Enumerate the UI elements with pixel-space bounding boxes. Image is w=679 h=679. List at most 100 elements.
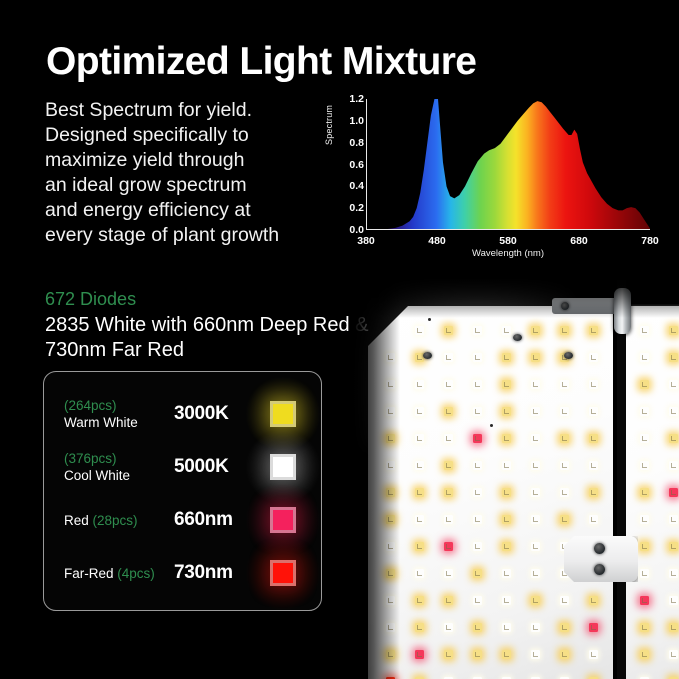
led-diode [531,623,540,632]
chart-y-tick: 1.0 [349,114,364,127]
board-marking-dot [428,318,431,321]
chart-plot-frame [366,99,650,230]
led-diode [669,434,678,443]
led-diode [502,515,511,524]
led-diode [560,488,569,497]
legend-row-name: Far-Red [64,565,114,581]
led-diode [502,434,511,443]
led-diode [589,650,598,659]
led-diode [669,623,678,632]
chart-x-tick: 580 [499,235,517,247]
led-diode [531,650,540,659]
sensor-screw-icon [564,352,573,359]
chart-y-tick: 0.4 [349,180,364,193]
led-diode [502,623,511,632]
led-diode [444,461,453,470]
led-diode [415,650,424,659]
chart-y-tick: 0.8 [349,136,364,149]
led-diode [444,650,453,659]
led-diode [444,326,453,335]
body-copy-line: Designed specifically to [45,124,249,146]
led-diode [560,434,569,443]
board-seam [617,278,626,679]
led-diode [473,461,482,470]
led-diode [415,407,424,416]
led-diode [502,542,511,551]
led-diode [473,569,482,578]
led-diode [669,488,678,497]
led-diode [669,569,678,578]
led-diode [531,542,540,551]
led-diode [415,488,424,497]
led-diode [502,326,511,335]
body-copy-line: an ideal grow spectrum [45,174,247,196]
led-diode [531,488,540,497]
led-diode [473,515,482,524]
legend-row-pcs: (376pcs) [64,451,117,466]
chart-y-tick: 0.6 [349,158,364,171]
legend-row-name: Warm White [64,415,138,430]
legend-row-label: (376pcs) Cool White [64,450,174,484]
led-diode [531,380,540,389]
legend-row: Red (28pcs) 660nm [44,481,322,559]
led-diode [589,623,598,632]
diode-description-line: 2835 White with 660nm Deep Red & [45,314,369,336]
chart-x-tick: 380 [357,235,375,247]
led-diode [386,542,395,551]
legend-row: (376pcs) Cool White 5000K [44,428,322,506]
legend-row-label: (264pcs) Warm White [64,397,174,431]
led-diode [531,434,540,443]
legend-row-name: Red [64,512,89,528]
led-diode [473,488,482,497]
led-diode [560,650,569,659]
led-diode [386,515,395,524]
led-diode [589,380,598,389]
led-diode [473,407,482,416]
led-diode [669,353,678,362]
led-diode [386,596,395,605]
legend-row-pcs: (264pcs) [64,398,117,413]
led-diode [640,461,649,470]
led-diode [386,488,395,497]
legend-row-value: 660nm [174,509,233,530]
led-diode [640,542,649,551]
legend-row-value: 730nm [174,562,233,583]
diode-count-label: 672 Diodes [45,289,137,309]
chart-x-ticks: 380 480 580 680 780 [357,235,659,249]
diode-description: 2835 White with 660nm Deep Red & 730nm F… [45,313,395,363]
led-diode [640,380,649,389]
legend-row-pcs: (4pcs) [117,565,155,581]
led-diode [560,326,569,335]
chart-x-tick: 480 [428,235,446,247]
led-diode [589,434,598,443]
led-diode [640,353,649,362]
led-diode [473,542,482,551]
diode-description-line: 730nm Far Red [45,339,184,361]
led-diode [669,542,678,551]
body-copy-line: every stage of plant growth [45,224,280,246]
chart-y-ticks: 0.0 0.2 0.4 0.6 0.8 1.0 1.2 [334,93,364,236]
screw-icon [594,543,605,554]
chart-x-tick: 780 [641,235,659,247]
legend-color-swatch [270,401,296,427]
led-diode [589,461,598,470]
led-diode [669,407,678,416]
sensor-screw-icon [513,334,522,341]
page-title: Optimized Light Mixture [46,40,477,83]
led-diode [502,488,511,497]
led-diode [640,326,649,335]
body-copy-line: maximize yield through [45,149,245,171]
led-diode [473,650,482,659]
led-diode [444,407,453,416]
led-diode [589,488,598,497]
led-diode [640,407,649,416]
led-diode [560,623,569,632]
legend-row-value: 5000K [174,456,229,477]
led-diode [415,434,424,443]
led-diode [502,569,511,578]
spectrum-curve [387,99,650,229]
sensor-screw-icon [423,352,432,359]
led-diode [444,596,453,605]
led-diode [444,542,453,551]
led-diode [444,515,453,524]
